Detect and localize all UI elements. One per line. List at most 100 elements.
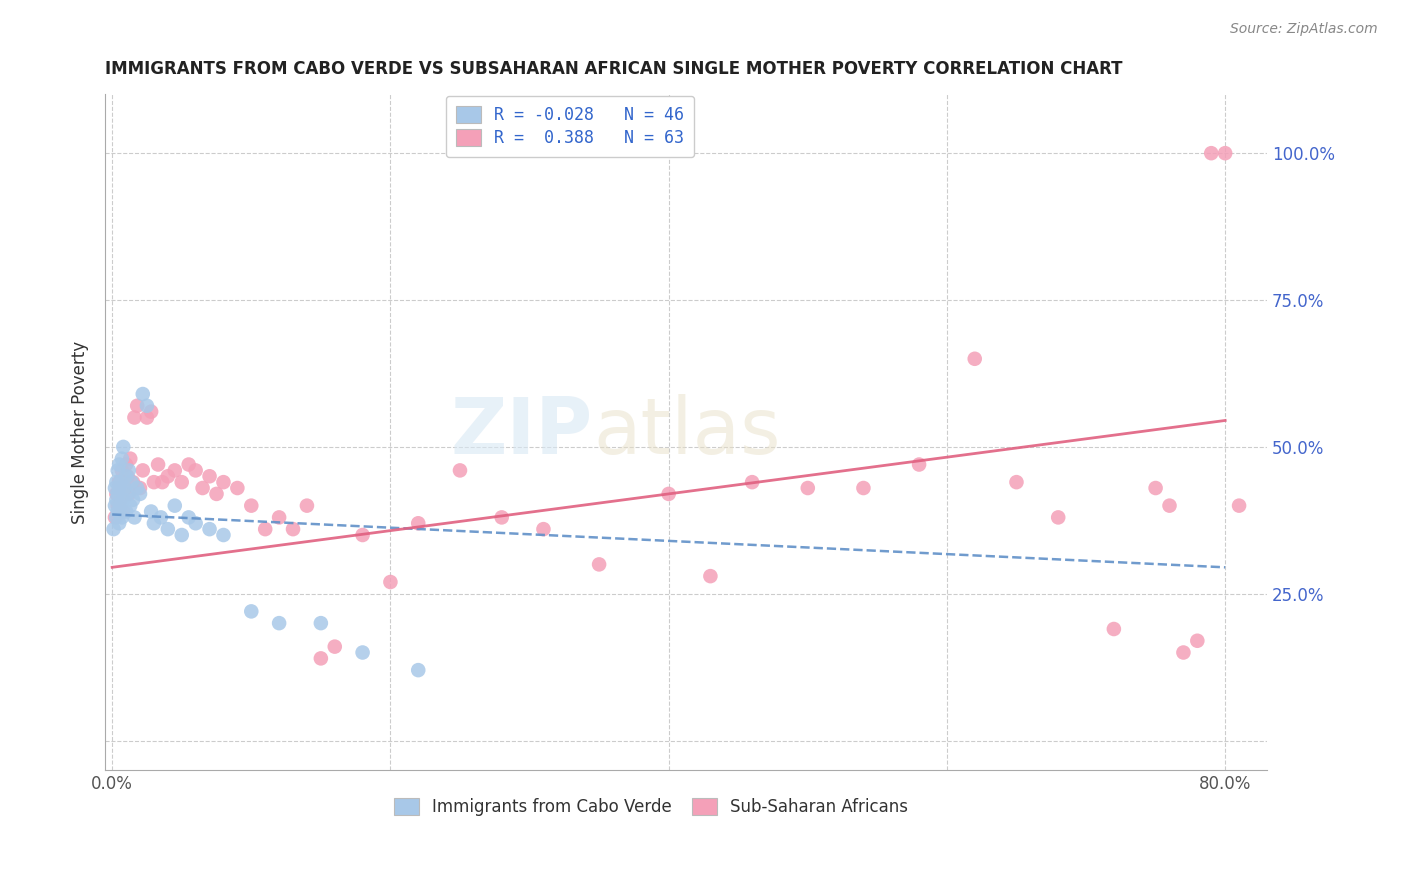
- Point: [122, 492, 145, 507]
- Point: [191, 481, 214, 495]
- Point: [908, 458, 931, 472]
- Point: [449, 463, 471, 477]
- Point: [184, 463, 207, 477]
- Point: [112, 492, 135, 507]
- Point: [1199, 146, 1222, 161]
- Point: [1173, 646, 1195, 660]
- Point: [269, 616, 291, 631]
- Point: [108, 475, 131, 490]
- Point: [156, 469, 179, 483]
- Point: [198, 522, 221, 536]
- Point: [240, 499, 263, 513]
- Point: [281, 522, 304, 536]
- Point: [588, 558, 610, 572]
- Point: [380, 574, 402, 589]
- Point: [533, 522, 555, 536]
- Point: [108, 481, 131, 495]
- Point: [112, 504, 135, 518]
- Point: [240, 604, 263, 618]
- Text: IMMIGRANTS FROM CABO VERDE VS SUBSAHARAN AFRICAN SINGLE MOTHER POVERTY CORRELATI: IMMIGRANTS FROM CABO VERDE VS SUBSAHARAN…: [105, 60, 1123, 78]
- Point: [107, 487, 129, 501]
- Text: ZIP: ZIP: [451, 394, 593, 470]
- Point: [108, 458, 131, 472]
- Point: [114, 481, 136, 495]
- Point: [104, 481, 127, 495]
- Point: [104, 510, 127, 524]
- Point: [1047, 510, 1070, 524]
- Point: [212, 475, 235, 490]
- Point: [118, 463, 141, 477]
- Point: [1159, 499, 1181, 513]
- Point: [105, 487, 128, 501]
- Point: [121, 475, 143, 490]
- Point: [177, 458, 200, 472]
- Point: [1227, 499, 1250, 513]
- Point: [136, 410, 159, 425]
- Point: [139, 404, 162, 418]
- Point: [146, 458, 169, 472]
- Point: [129, 487, 152, 501]
- Point: [205, 487, 228, 501]
- Point: [198, 469, 221, 483]
- Point: [1213, 146, 1236, 161]
- Point: [120, 451, 142, 466]
- Point: [132, 463, 155, 477]
- Point: [741, 475, 763, 490]
- Point: [122, 475, 145, 490]
- Point: [110, 492, 132, 507]
- Point: [110, 475, 132, 490]
- Point: [177, 510, 200, 524]
- Text: Source: ZipAtlas.com: Source: ZipAtlas.com: [1230, 22, 1378, 37]
- Point: [105, 475, 128, 490]
- Point: [658, 487, 681, 501]
- Point: [115, 504, 138, 518]
- Point: [491, 510, 513, 524]
- Y-axis label: Single Mother Poverty: Single Mother Poverty: [72, 341, 89, 524]
- Point: [170, 528, 193, 542]
- Point: [124, 410, 146, 425]
- Point: [163, 499, 186, 513]
- Point: [115, 458, 138, 472]
- Point: [103, 522, 125, 536]
- Point: [269, 510, 291, 524]
- Point: [1187, 633, 1209, 648]
- Point: [170, 475, 193, 490]
- Point: [129, 481, 152, 495]
- Point: [105, 492, 128, 507]
- Point: [1005, 475, 1028, 490]
- Point: [797, 481, 820, 495]
- Point: [111, 463, 134, 477]
- Point: [132, 387, 155, 401]
- Point: [117, 469, 139, 483]
- Point: [295, 499, 318, 513]
- Point: [184, 516, 207, 531]
- Point: [107, 504, 129, 518]
- Point: [226, 481, 249, 495]
- Point: [118, 487, 141, 501]
- Text: atlas: atlas: [593, 394, 780, 470]
- Point: [117, 487, 139, 501]
- Point: [852, 481, 875, 495]
- Point: [111, 510, 134, 524]
- Point: [111, 451, 134, 466]
- Point: [112, 440, 135, 454]
- Point: [352, 646, 374, 660]
- Point: [127, 481, 149, 495]
- Point: [309, 616, 332, 631]
- Point: [115, 469, 138, 483]
- Point: [406, 663, 429, 677]
- Point: [120, 499, 142, 513]
- Point: [127, 399, 149, 413]
- Point: [139, 504, 162, 518]
- Point: [963, 351, 986, 366]
- Point: [150, 475, 173, 490]
- Point: [142, 516, 165, 531]
- Point: [212, 528, 235, 542]
- Point: [107, 463, 129, 477]
- Point: [114, 481, 136, 495]
- Legend: Immigrants from Cabo Verde, Sub-Saharan Africans: Immigrants from Cabo Verde, Sub-Saharan …: [387, 791, 915, 822]
- Point: [699, 569, 721, 583]
- Point: [1102, 622, 1125, 636]
- Point: [142, 475, 165, 490]
- Point: [1144, 481, 1167, 495]
